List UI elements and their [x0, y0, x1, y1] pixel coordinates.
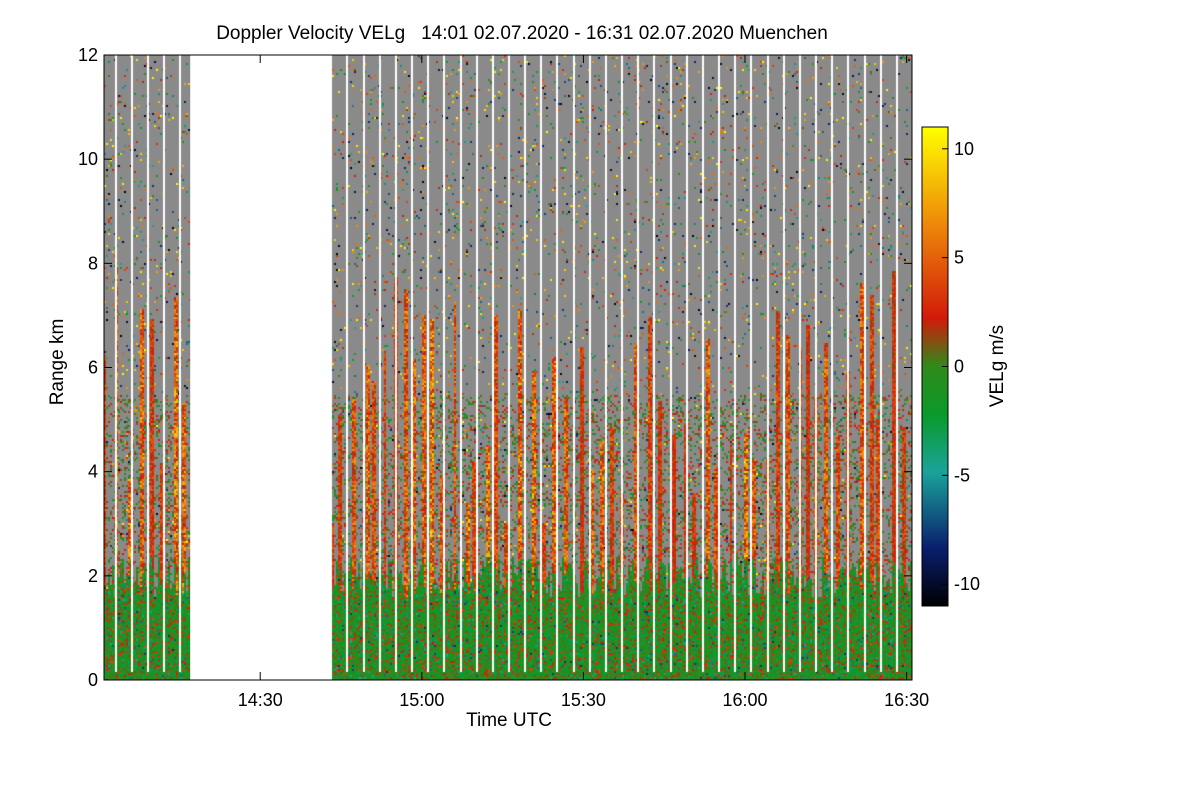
colorbar-tick-label: 0 [954, 357, 964, 377]
plot-area [104, 55, 912, 680]
y-tick-label: 8 [88, 253, 98, 273]
colorbar-ticks: 10 5 0 -5 -10 [942, 139, 980, 594]
chart-title: Doppler Velocity VELg 14:01 02.07.2020 -… [216, 23, 828, 44]
x-tick-label: 15:00 [399, 690, 444, 710]
x-axis: 14:30 15:00 15:30 16:00 16:30 [238, 55, 929, 710]
colorbar-tick-label: -10 [954, 574, 980, 594]
y-tick-label: 0 [88, 670, 98, 690]
colorbar-gradient [921, 126, 949, 607]
colorbar-tick-label: 10 [954, 139, 974, 159]
x-axis-title: Time UTC [466, 710, 552, 731]
x-tick-label: 14:30 [238, 690, 283, 710]
y-axis: 0 2 4 6 8 10 12 [78, 45, 912, 690]
colorbar: 10 5 0 -5 -10 VELg m/s [921, 126, 1008, 607]
colorbar-tick-label: -5 [954, 465, 970, 485]
x-tick-label: 16:30 [884, 690, 929, 710]
y-tick-label: 12 [78, 45, 98, 65]
data-gap [190, 55, 331, 680]
y-tick-label: 6 [88, 358, 98, 378]
x-tick-label: 15:30 [561, 690, 606, 710]
y-tick-label: 4 [88, 462, 98, 482]
colorbar-tick-label: 5 [954, 248, 964, 268]
colorbar-title: VELg m/s [987, 325, 1008, 407]
y-tick-label: 2 [88, 566, 98, 586]
x-tick-label: 16:00 [722, 690, 767, 710]
y-tick-label: 10 [78, 149, 98, 169]
y-axis-title: Range km [47, 319, 68, 406]
